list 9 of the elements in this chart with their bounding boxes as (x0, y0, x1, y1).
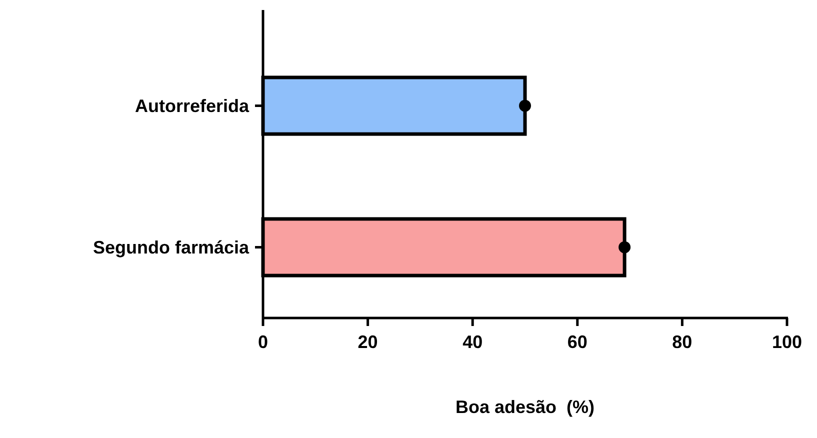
x-tick-label: 40 (462, 332, 483, 352)
x-tick-label: 100 (772, 332, 802, 352)
x-tick-label: 80 (672, 332, 692, 352)
x-axis-title: Boa adesão (%) (455, 397, 595, 417)
y-tick-label: Autorreferida (134, 96, 250, 116)
y-tick-label: Segundo farmácia (92, 238, 250, 258)
x-tick-label: 0 (258, 332, 268, 352)
x-tick-label: 20 (358, 332, 378, 352)
x-tick-label: 60 (567, 332, 588, 352)
